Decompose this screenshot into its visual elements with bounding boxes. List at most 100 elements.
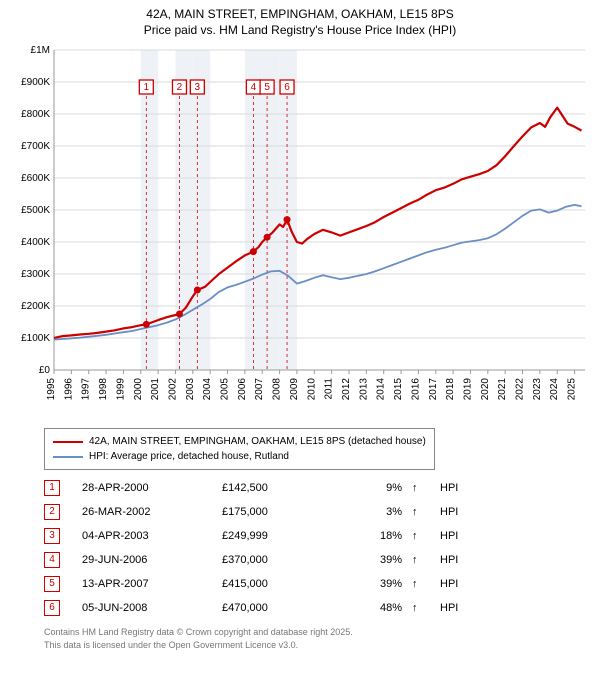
transaction-date: 26-MAR-2002 — [82, 500, 222, 524]
svg-text:2009: 2009 — [289, 378, 300, 401]
svg-text:£600K: £600K — [21, 173, 50, 184]
svg-text:2019: 2019 — [462, 378, 473, 401]
transaction-pct: 39% — [342, 548, 412, 572]
svg-text:2020: 2020 — [480, 378, 491, 401]
legend: 42A, MAIN STREET, EMPINGHAM, OAKHAM, LE1… — [44, 428, 435, 470]
transaction-marker: 2 — [44, 504, 60, 520]
transaction-hpi-tag: HPI — [440, 524, 490, 548]
arrow-up-icon: ↑ — [412, 596, 440, 620]
legend-item: 42A, MAIN STREET, EMPINGHAM, OAKHAM, LE1… — [53, 434, 426, 449]
svg-text:5: 5 — [264, 82, 270, 93]
transaction-price: £249,999 — [222, 524, 342, 548]
legend-swatch — [53, 441, 83, 443]
transaction-row: 3 04-APR-2003£249,99918%↑HPI — [44, 524, 490, 548]
svg-text:2005: 2005 — [220, 378, 231, 401]
svg-text:2001: 2001 — [150, 378, 161, 401]
transaction-hpi-tag: HPI — [440, 596, 490, 620]
svg-text:£800K: £800K — [21, 109, 50, 120]
arrow-up-icon: ↑ — [412, 548, 440, 572]
footer-line-2: This data is licensed under the Open Gov… — [44, 639, 580, 651]
transaction-date: 28-APR-2000 — [82, 476, 222, 500]
transactions-table: 128-APR-2000£142,5009%↑HPI226-MAR-2002£1… — [44, 476, 490, 620]
arrow-up-icon: ↑ — [412, 524, 440, 548]
transaction-hpi-tag: HPI — [440, 500, 490, 524]
svg-text:2017: 2017 — [428, 378, 439, 401]
transaction-hpi-tag: HPI — [440, 572, 490, 596]
svg-text:4: 4 — [251, 82, 257, 93]
transaction-pct: 18% — [342, 524, 412, 548]
transaction-marker: 3 — [44, 528, 60, 544]
transaction-date: 13-APR-2007 — [82, 572, 222, 596]
svg-text:2003: 2003 — [185, 378, 196, 401]
transaction-price: £175,000 — [222, 500, 342, 524]
transaction-marker: 5 — [44, 576, 60, 592]
svg-text:1995: 1995 — [46, 378, 57, 401]
transaction-pct: 9% — [342, 476, 412, 500]
chart-title-block: 42A, MAIN STREET, EMPINGHAM, OAKHAM, LE1… — [0, 0, 600, 40]
arrow-up-icon: ↑ — [412, 500, 440, 524]
transaction-price: £470,000 — [222, 596, 342, 620]
transaction-pct: 48% — [342, 596, 412, 620]
arrow-up-icon: ↑ — [412, 572, 440, 596]
transaction-date: 05-JUN-2008 — [82, 596, 222, 620]
legend-swatch — [53, 456, 83, 458]
svg-text:2021: 2021 — [497, 378, 508, 401]
chart-area: £0£100K£200K£300K£400K£500K£600K£700K£80… — [10, 40, 590, 420]
transaction-row: 226-MAR-2002£175,0003%↑HPI — [44, 500, 490, 524]
arrow-up-icon: ↑ — [412, 476, 440, 500]
transaction-row: 429-JUN-2006£370,00039%↑HPI — [44, 548, 490, 572]
svg-text:1999: 1999 — [115, 378, 126, 401]
svg-text:£1M: £1M — [31, 45, 50, 56]
svg-text:£900K: £900K — [21, 77, 50, 88]
svg-text:2022: 2022 — [515, 378, 526, 401]
svg-text:2: 2 — [177, 82, 183, 93]
svg-text:2018: 2018 — [445, 378, 456, 401]
svg-text:2025: 2025 — [567, 378, 578, 401]
svg-text:1997: 1997 — [81, 378, 92, 401]
svg-text:2004: 2004 — [202, 378, 213, 401]
line-chart-svg: £0£100K£200K£300K£400K£500K£600K£700K£80… — [10, 40, 590, 420]
svg-text:2000: 2000 — [133, 378, 144, 401]
transaction-marker: 6 — [44, 600, 60, 616]
transaction-date: 04-APR-2003 — [82, 524, 222, 548]
svg-text:1: 1 — [144, 82, 150, 93]
svg-text:2024: 2024 — [549, 378, 560, 401]
footer-line-1: Contains HM Land Registry data © Crown c… — [44, 626, 580, 638]
svg-text:2011: 2011 — [324, 378, 335, 400]
transaction-price: £415,000 — [222, 572, 342, 596]
transaction-marker: 1 — [44, 480, 60, 496]
svg-text:£700K: £700K — [21, 141, 50, 152]
transaction-price: £370,000 — [222, 548, 342, 572]
title-line-2: Price paid vs. HM Land Registry's House … — [10, 22, 590, 38]
svg-text:£100K: £100K — [21, 333, 50, 344]
legend-label: 42A, MAIN STREET, EMPINGHAM, OAKHAM, LE1… — [89, 434, 426, 449]
svg-text:2016: 2016 — [410, 378, 421, 401]
transaction-row: 6 05-JUN-2008£470,00048%↑HPI — [44, 596, 490, 620]
svg-text:2007: 2007 — [254, 378, 265, 401]
legend-label: HPI: Average price, detached house, Rutl… — [89, 449, 289, 464]
svg-text:2012: 2012 — [341, 378, 352, 401]
svg-text:2002: 2002 — [167, 378, 178, 401]
svg-text:2008: 2008 — [272, 378, 283, 401]
transaction-marker: 4 — [44, 552, 60, 568]
legend-item: HPI: Average price, detached house, Rutl… — [53, 449, 426, 464]
svg-text:2013: 2013 — [358, 378, 369, 401]
transaction-row: 1 28-APR-2000£142,5009%↑HPI — [44, 476, 490, 500]
svg-text:2014: 2014 — [376, 378, 387, 401]
svg-text:£500K: £500K — [21, 205, 50, 216]
transaction-hpi-tag: HPI — [440, 548, 490, 572]
svg-text:2015: 2015 — [393, 378, 404, 401]
svg-text:1998: 1998 — [98, 378, 109, 401]
transaction-hpi-tag: HPI — [440, 476, 490, 500]
footer-attribution: Contains HM Land Registry data © Crown c… — [44, 626, 580, 650]
svg-text:6: 6 — [284, 82, 290, 93]
transaction-price: £142,500 — [222, 476, 342, 500]
svg-text:1996: 1996 — [63, 378, 74, 401]
svg-text:£300K: £300K — [21, 269, 50, 280]
svg-text:2006: 2006 — [237, 378, 248, 401]
svg-text:3: 3 — [195, 82, 201, 93]
transaction-pct: 39% — [342, 572, 412, 596]
svg-text:£400K: £400K — [21, 237, 50, 248]
svg-text:2023: 2023 — [532, 378, 543, 401]
chart-report: { "title_line1": "42A, MAIN STREET, EMPI… — [0, 0, 600, 680]
